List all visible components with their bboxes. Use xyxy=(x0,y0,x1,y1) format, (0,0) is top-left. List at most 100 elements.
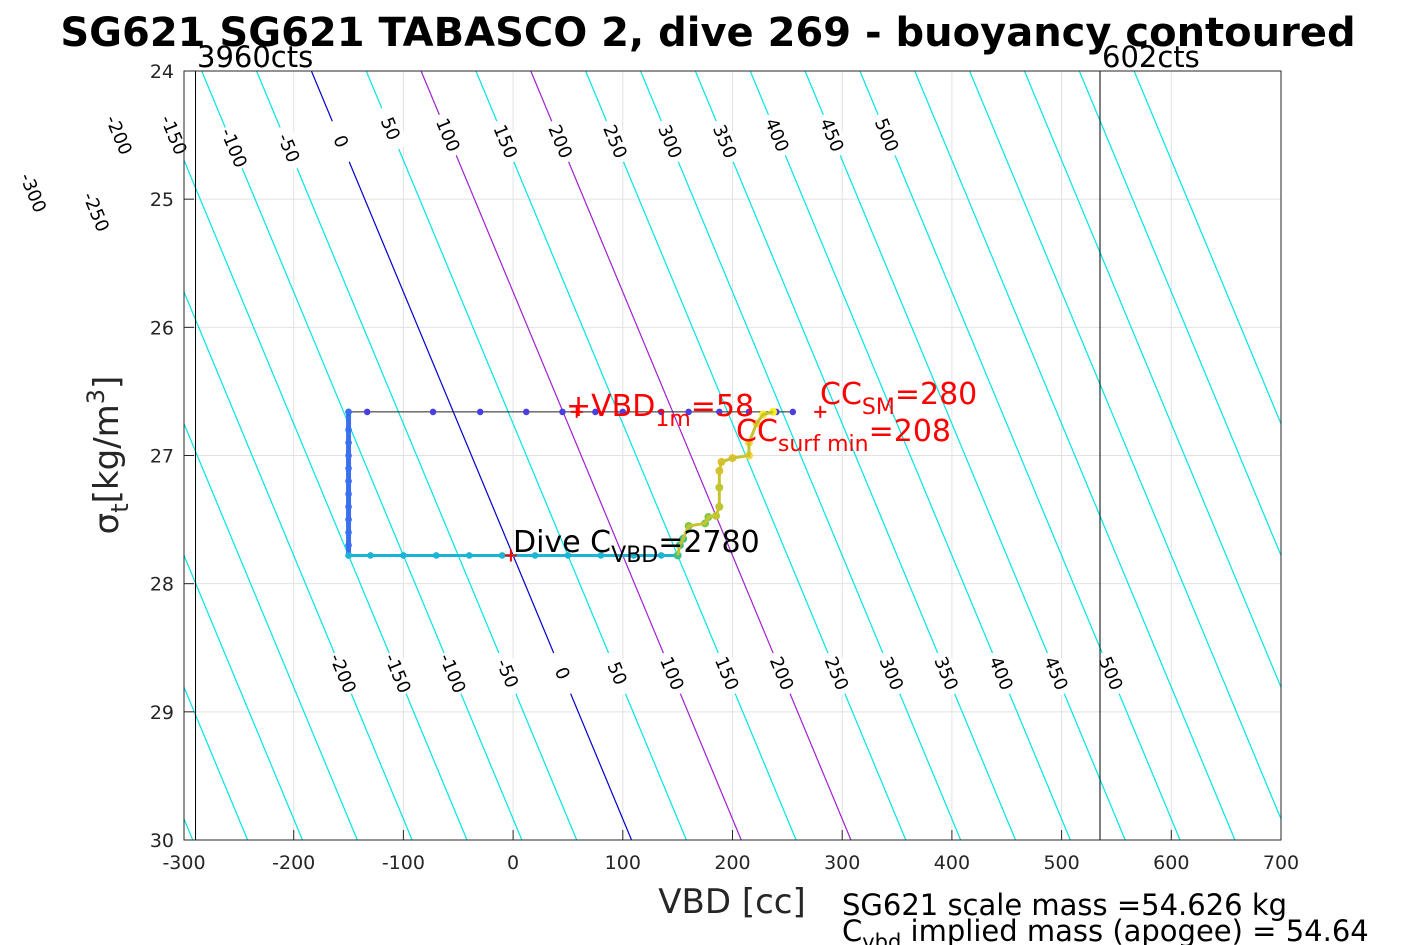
y-tick-label: 28 xyxy=(150,574,174,596)
y-label-units: [kg/m xyxy=(87,404,127,503)
contour-line xyxy=(694,71,1017,840)
contour-label-bg xyxy=(379,648,417,698)
annotation-cc-sm: CCSM=280 xyxy=(820,377,977,420)
contour-label-bg xyxy=(927,648,965,698)
contour-line xyxy=(184,290,413,840)
footer-c: C xyxy=(842,914,862,945)
footer-implied-text: implied mass (apogee) = 54.64 xyxy=(901,914,1368,945)
contour-line xyxy=(1023,71,1281,689)
series-point-surface xyxy=(716,408,723,416)
contour-label-bg xyxy=(100,110,138,160)
contour-label-bg xyxy=(758,110,796,160)
vbd-limit-lines xyxy=(195,71,1101,840)
contour-label-bg xyxy=(982,648,1020,698)
contour-label-bg xyxy=(154,110,193,160)
y-ticks: 24 25 26 27 28 29 30 xyxy=(150,61,194,852)
dive-trace xyxy=(345,407,797,560)
contour-line-zero xyxy=(310,71,633,840)
contour-label-bg xyxy=(706,116,744,167)
series-point-surface xyxy=(789,408,797,416)
contour-label-bg xyxy=(762,648,801,698)
footer-implied-mass: Cvbd implied mass (apogee) = 54.64 xyxy=(842,914,1369,945)
contour-label-top: -250 xyxy=(78,189,113,235)
contour-label-bg xyxy=(486,116,524,167)
contour-line xyxy=(184,685,249,840)
contour-line xyxy=(475,71,797,840)
series-point-surface xyxy=(559,408,566,416)
x-tick-label: 100 xyxy=(605,852,641,874)
annotation-dive-cvbd: Dive CVBD=2780 xyxy=(513,525,760,568)
contour-line xyxy=(639,71,962,840)
series-point-surface xyxy=(522,408,530,416)
x-axis-label: VBD [cc] xyxy=(658,882,806,922)
vbd-limit-label-min: 602cts xyxy=(1102,40,1200,74)
contour-label-bg xyxy=(541,116,579,167)
contour-line xyxy=(804,71,1126,840)
chart-title: SG621 SG621 TABASCO 2, dive 269 - buoyan… xyxy=(60,10,1355,56)
y-tick-label: 27 xyxy=(150,446,174,468)
x-ticks: -300 -200 -100 0 100 200 300 400 500 600 700 xyxy=(162,830,1299,874)
x-tick-label: 0 xyxy=(507,852,519,874)
ann-vbd-1m-sub: 1m xyxy=(655,407,690,432)
x-tick-label: 300 xyxy=(824,852,860,874)
contour-line xyxy=(1133,71,1281,426)
x-tick-label: -100 xyxy=(382,852,425,874)
series-point-surface xyxy=(657,408,665,416)
ann-vbd-1m-post: =58 xyxy=(691,389,754,424)
marker-plus xyxy=(504,549,517,562)
contour-label-bg xyxy=(77,187,115,237)
markers xyxy=(504,405,827,562)
x-tick-label: 200 xyxy=(714,852,750,874)
contour-label-bg xyxy=(269,123,308,173)
series-point-surface xyxy=(429,408,437,416)
ann-cc-surf-sub: surf min xyxy=(778,432,869,457)
contour-line-highlight xyxy=(420,71,742,840)
footer-scale-mass: SG621 scale mass =54.626 kg xyxy=(842,888,1287,922)
y-axis-label: σt[kg/m3] xyxy=(82,376,134,535)
ann-cc-surf-post: =208 xyxy=(869,414,951,449)
contour-label-bg xyxy=(598,648,636,698)
y-tick-label: 30 xyxy=(150,830,174,852)
series-point-surface xyxy=(592,408,599,416)
contour-line xyxy=(184,553,304,840)
x-tick-label: 400 xyxy=(934,852,970,874)
contour-line xyxy=(969,71,1281,821)
series-point-surface xyxy=(745,408,753,416)
y-tick-label: 25 xyxy=(150,189,174,211)
ann-cc-sm-pre: CC xyxy=(820,377,862,412)
y-tick-label: 29 xyxy=(150,702,174,724)
ann-vbd-1m-pre: +VBD xyxy=(566,389,655,424)
footer-vbd-sub: vbd xyxy=(862,930,901,945)
series-point-surface xyxy=(363,408,371,416)
contour-label-bg xyxy=(653,648,691,698)
contour-label-bg xyxy=(322,116,360,167)
contour-line xyxy=(184,422,358,840)
y-label-sub: t xyxy=(106,503,134,512)
contour-label-bg xyxy=(872,648,910,698)
series-point-surface xyxy=(619,408,627,416)
contour-label-bg xyxy=(215,123,253,173)
x-tick-label: 700 xyxy=(1263,852,1299,874)
x-tick-label: -200 xyxy=(272,852,315,874)
contour-line xyxy=(1078,71,1281,558)
series-point-surface xyxy=(685,408,692,416)
ann-dive-cvbd-post: =2780 xyxy=(658,525,759,560)
marker-plus xyxy=(814,405,827,418)
x-tick-label: 500 xyxy=(1043,852,1079,874)
contour-line xyxy=(365,71,687,840)
contour-line xyxy=(749,71,1071,840)
ann-dive-cvbd-sub: VBD xyxy=(611,543,658,568)
contour-label-bg xyxy=(596,116,634,167)
y-label-sup: 3 xyxy=(82,389,110,404)
x-tick-label: -300 xyxy=(162,852,205,874)
annotation-cc-surf-min: CCsurf min=208 xyxy=(736,414,951,457)
series-point-surface xyxy=(476,408,484,416)
contour-label-bg xyxy=(433,648,472,698)
ann-dive-cvbd-pre: Dive C xyxy=(513,525,611,560)
y-tick-label: 24 xyxy=(150,61,174,83)
contour-label-bg xyxy=(817,648,856,698)
contour-label-bg xyxy=(1037,648,1075,698)
marker-plus xyxy=(570,405,583,418)
contour-label-bg xyxy=(867,110,906,160)
